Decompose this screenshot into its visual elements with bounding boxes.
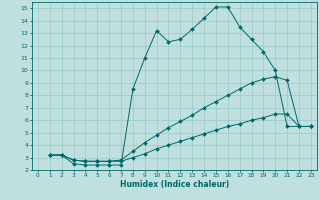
X-axis label: Humidex (Indice chaleur): Humidex (Indice chaleur) bbox=[120, 180, 229, 189]
